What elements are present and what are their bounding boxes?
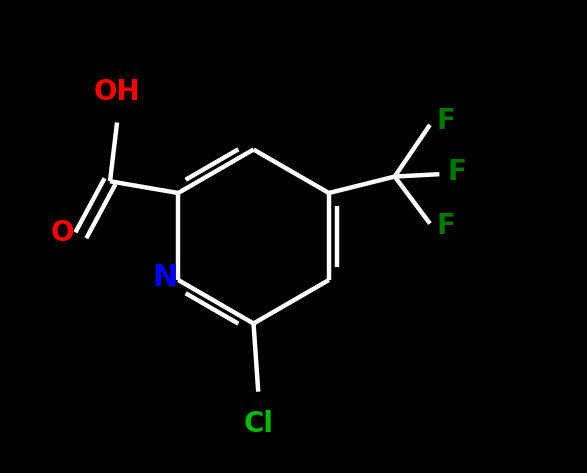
Text: N: N bbox=[153, 263, 178, 292]
Text: F: F bbox=[448, 158, 467, 186]
Text: Cl: Cl bbox=[243, 411, 273, 438]
Text: OH: OH bbox=[94, 78, 140, 106]
Text: F: F bbox=[437, 107, 456, 135]
Text: F: F bbox=[437, 212, 456, 240]
Text: O: O bbox=[50, 219, 74, 247]
